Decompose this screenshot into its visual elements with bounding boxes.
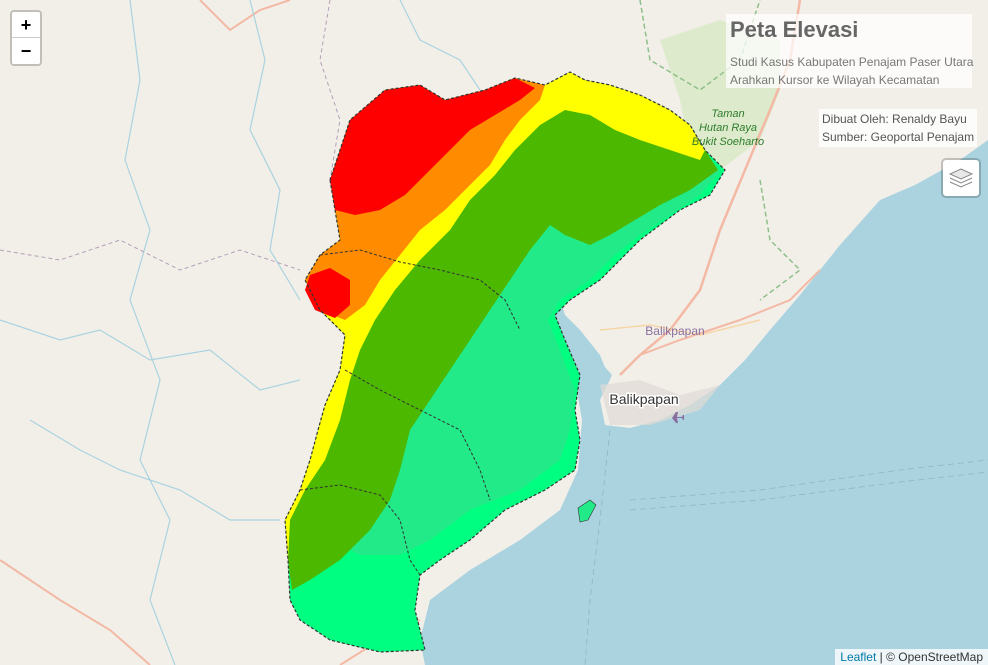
hover-instruction: Arahkan Kursor ke Wilayah Kecamatan <box>730 73 940 87</box>
osm-link[interactable]: OpenStreetMap <box>898 650 983 664</box>
city-label-small: Balikpapan <box>645 324 704 338</box>
admin-boundary <box>0 239 301 271</box>
shipping-lane <box>584 429 611 665</box>
layers-control-button[interactable] <box>941 158 981 198</box>
leaflet-link[interactable]: Leaflet <box>840 650 877 664</box>
title-panel: Peta Elevasi Studi Kasus Kabupaten Penaj… <box>726 14 974 88</box>
map-title: Peta Elevasi <box>730 17 859 42</box>
river <box>124 0 176 665</box>
district-boundary[interactable] <box>344 369 491 501</box>
source-credit: Sumber: Geoportal Penajam <box>822 130 975 144</box>
park-label-line2: Hutan Raya <box>699 122 757 134</box>
island <box>577 499 597 523</box>
zoom-control: + − <box>10 10 42 66</box>
urban-area <box>600 380 720 425</box>
road-minor <box>599 319 761 336</box>
map-subtitle: Studi Kasus Kabupaten Penajam Paser Utar… <box>730 55 974 69</box>
elevation-very-high <box>330 78 535 215</box>
river <box>399 0 481 91</box>
elevation-very-high-south <box>305 268 350 318</box>
zoom-out-button[interactable]: − <box>12 38 40 64</box>
park-label: Taman Hutan Raya Bukit Soeharto <box>692 108 764 148</box>
layers-icon <box>948 168 974 188</box>
elevation-overlay[interactable] <box>284 71 726 653</box>
attribution-separator: | © <box>876 650 899 664</box>
shipping-lane <box>629 471 988 511</box>
river <box>29 419 280 521</box>
park-label-line1: Taman <box>711 108 744 120</box>
road-major <box>0 559 151 665</box>
district-boundary[interactable] <box>299 484 421 576</box>
author-credit: Dibuat Oleh: Renaldy Bayu <box>822 112 967 126</box>
park-label-line3: Bukit Soeharto <box>692 136 764 148</box>
zoom-in-button[interactable]: + <box>12 12 40 38</box>
admin-boundary <box>319 0 341 181</box>
road-major <box>199 0 291 32</box>
road-major <box>639 269 821 356</box>
district-boundary[interactable] <box>319 249 521 331</box>
attribution-bar: Leaflet | © OpenStreetMap <box>835 649 988 665</box>
admin-boundary <box>639 0 761 91</box>
shipping-lane <box>629 459 988 501</box>
district-boundary[interactable] <box>284 71 726 653</box>
river <box>249 0 301 301</box>
river <box>0 319 301 391</box>
admin-boundary <box>759 179 802 301</box>
airport-icon <box>672 412 684 423</box>
credit-panel: Dibuat Oleh: Renaldy Bayu Sumber: Geopor… <box>819 109 978 147</box>
city-label-main: Balikpapan <box>609 391 678 407</box>
